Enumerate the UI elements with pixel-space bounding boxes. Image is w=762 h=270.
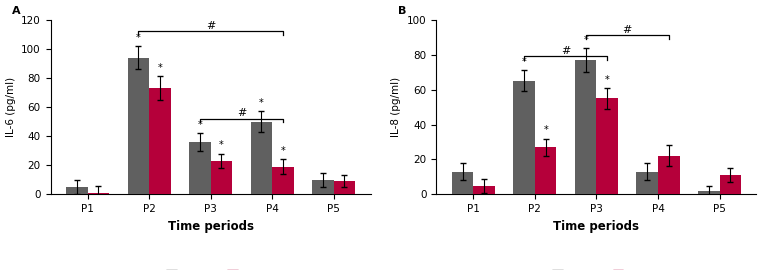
Bar bbox=[210, 161, 232, 194]
Bar bbox=[272, 167, 293, 194]
Text: #: # bbox=[561, 46, 570, 56]
Legend: Control, LA: Control, LA bbox=[548, 266, 645, 270]
Bar bbox=[189, 142, 210, 194]
Y-axis label: IL-8 (pg/ml): IL-8 (pg/ml) bbox=[392, 77, 402, 137]
Text: *: * bbox=[280, 146, 285, 156]
Text: *: * bbox=[583, 35, 588, 45]
Text: *: * bbox=[259, 98, 264, 108]
Text: *: * bbox=[522, 57, 527, 67]
Legend: Control, LA: Control, LA bbox=[162, 266, 259, 270]
Text: *: * bbox=[197, 120, 202, 130]
Text: *: * bbox=[219, 140, 224, 150]
Bar bbox=[66, 187, 88, 194]
Bar bbox=[149, 88, 171, 194]
Text: *: * bbox=[136, 33, 141, 43]
Text: *: * bbox=[543, 125, 548, 135]
Bar bbox=[636, 172, 658, 194]
Bar bbox=[334, 181, 355, 194]
Bar bbox=[575, 60, 597, 194]
Text: *: * bbox=[158, 63, 162, 73]
Bar bbox=[452, 172, 473, 194]
Bar bbox=[597, 98, 618, 194]
Bar bbox=[535, 147, 556, 194]
Bar bbox=[251, 122, 272, 194]
Text: #: # bbox=[206, 21, 216, 31]
X-axis label: Time periods: Time periods bbox=[168, 220, 254, 233]
Text: B: B bbox=[398, 6, 406, 16]
Bar bbox=[698, 191, 719, 194]
Bar bbox=[473, 186, 495, 194]
Text: *: * bbox=[605, 75, 610, 85]
Bar bbox=[88, 193, 109, 194]
X-axis label: Time periods: Time periods bbox=[553, 220, 639, 233]
Bar bbox=[127, 58, 149, 194]
Y-axis label: IL-6 (pg/ml): IL-6 (pg/ml) bbox=[5, 77, 15, 137]
Text: #: # bbox=[623, 25, 632, 35]
Text: #: # bbox=[237, 108, 246, 118]
Bar bbox=[658, 156, 680, 194]
Text: A: A bbox=[12, 6, 21, 16]
Bar bbox=[312, 180, 334, 194]
Bar bbox=[719, 175, 741, 194]
Bar bbox=[514, 81, 535, 194]
